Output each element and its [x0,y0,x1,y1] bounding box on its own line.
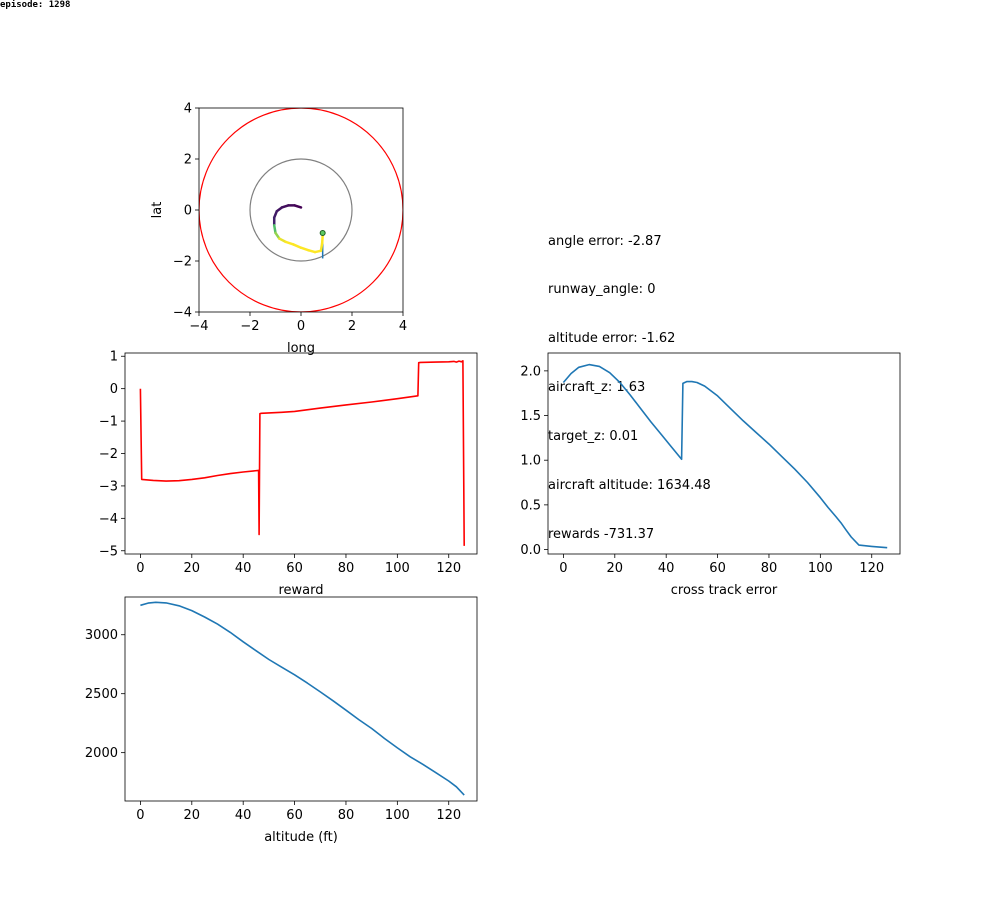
x-tick-label: 120 [859,561,884,576]
position-chart: −4 −2 0 2 4 −4 −2 0 2 4 long lat [150,102,407,357]
plot-frame [198,107,404,313]
track-segment [284,240,295,246]
x-tick-label: 100 [385,561,410,576]
y-tick-label: 3000 [85,628,118,643]
x-tick-label: 60 [286,561,303,576]
y-tick-label: 2500 [85,687,118,702]
x-tick-label: 40 [235,561,252,576]
reward-chart: 0 20 40 60 80 100 120 1 0 −1 −2 −3 −4 −5 reward [99,350,478,598]
target-marker [319,229,326,236]
y-tick-label: 1.5 [520,409,541,424]
x-tick-label: 0 [136,808,144,823]
altitude-chart: 0 20 40 60 80 100 120 2000 2500 3000 altitude (ft) [85,596,478,845]
x-tick-label: 100 [385,808,410,823]
y-tick-label: −1 [99,415,118,430]
info-panel: angle error: -2.87 runway_angle: 0 altit… [548,201,711,560]
y-tick-label: 1.0 [520,454,541,469]
x-tick-label: 120 [436,561,461,576]
x-tick-label: 120 [436,808,461,823]
y-tick-label: 4 [184,102,192,117]
info-runway-angle: runway_angle: 0 [548,282,656,298]
y-tick-label: −4 [173,306,192,321]
y-tick-label: 2.0 [520,364,541,379]
plot-area [140,601,465,796]
x-tick-label: 60 [286,808,303,823]
x-tick-label: 2 [348,319,356,334]
y-tick-label: −4 [99,512,118,527]
plot-frame [124,352,478,555]
y-tick-label: −3 [99,479,118,494]
y-tick-label: −5 [99,544,118,559]
x-tick-label: 20 [184,808,201,823]
plot-area [562,363,888,549]
info-altitude-error: altitude error: -1.62 [548,331,676,347]
x-tick-label: 20 [607,561,624,576]
y-tick-label: 2 [184,153,192,168]
track-segment [320,234,324,245]
x-tick-label: 80 [338,561,355,576]
plot-area [199,108,403,312]
x-axis-label: altitude (ft) [264,830,338,845]
info-aircraft-z: aircraft_z: 1.63 [548,380,646,396]
plot-frame [124,596,478,802]
x-axis-label: long [287,341,315,356]
x-tick-label: 80 [761,561,778,576]
episode-label: episode: 1298 [0,0,71,10]
series-line [562,363,888,549]
series-line [140,601,465,796]
info-aircraft-altitude: aircraft altitude: 1634.48 [548,478,711,494]
x-axis-label: cross track error [671,583,778,598]
track-segment [292,243,303,249]
inner-circle [249,158,353,262]
x-tick-label: −4 [189,319,208,334]
info-target-z: target_z: 0.01 [548,429,639,445]
series-line [139,359,465,546]
y-tick-label: 1 [110,350,118,365]
x-tick-label: 0 [136,561,144,576]
x-tick-label: 100 [808,561,833,576]
x-tick-label: 20 [184,561,201,576]
track-segment [272,224,277,235]
track-segment [319,241,324,253]
x-tick-label: 0 [559,561,567,576]
y-tick-label: 0 [184,204,192,219]
x-tick-label: 80 [338,808,355,823]
y-tick-label: −2 [99,447,118,462]
x-tick-label: −2 [240,319,259,334]
y-tick-label: 2000 [85,746,118,761]
outer-circle [199,108,403,312]
x-tick-label: 40 [658,561,675,576]
y-axis-label: lat [150,202,165,219]
track-segment [299,246,310,252]
x-tick-label: 60 [709,561,726,576]
x-axis-label: reward [278,583,323,598]
cross-track-chart: 0 20 40 60 80 100 120 0.0 0.5 1.0 1.5 2.0 cross trac… [520,352,901,598]
y-tick-label: 0.0 [520,543,541,558]
y-tick-label: 0.5 [520,498,541,513]
y-tick-label: −2 [173,255,192,270]
plot-area [139,359,465,546]
y-tick-label: 0 [110,382,118,397]
info-rewards: rewards -731.37 [548,526,655,542]
x-tick-label: 4 [399,319,407,334]
x-tick-label: 0 [297,319,305,334]
info-angle-error: angle error: -2.87 [548,233,662,249]
plot-frame [547,352,901,555]
x-tick-label: 40 [235,808,252,823]
